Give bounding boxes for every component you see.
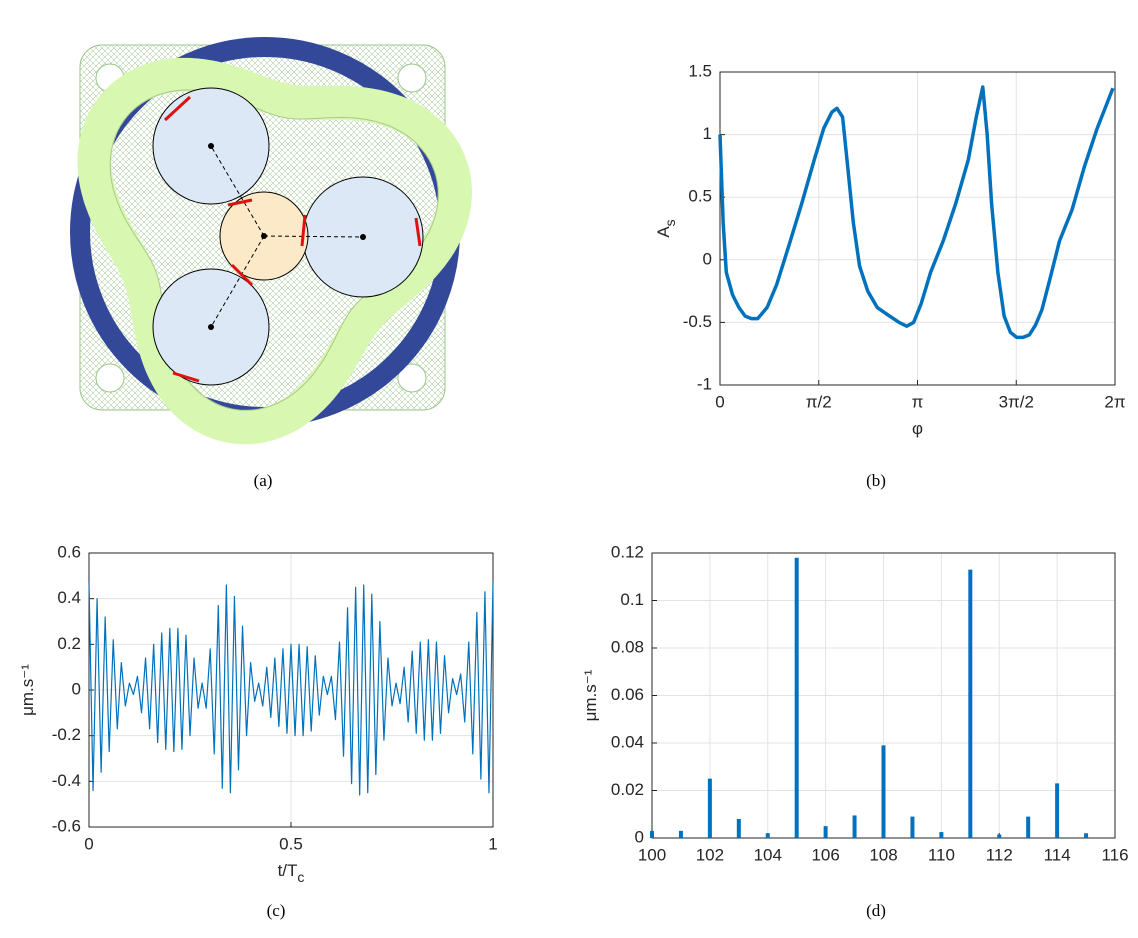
y-tick-label: 0.6 <box>57 542 81 561</box>
y-tick-label: -0.2 <box>52 725 81 744</box>
x-tick-label: 2π <box>1104 392 1125 411</box>
x-tick-label: π <box>912 392 924 411</box>
x-tick-label: 0 <box>84 834 93 853</box>
bar <box>910 816 915 838</box>
x-tick-label: 110 <box>928 845 955 864</box>
x-tick-label: 108 <box>869 845 897 864</box>
line-series <box>88 582 494 796</box>
bar <box>707 778 712 838</box>
bar <box>1055 783 1060 838</box>
hole <box>397 363 427 393</box>
chart: -0.6 -0.4 -0.2 0 0.2 0.4 0.6 0 0.5 1 μm.s⁻¹ t/Tc (c) <box>18 542 497 919</box>
y-axis-label: μm.s⁻¹ <box>581 669 600 721</box>
y-tick-label: 0.04 <box>611 732 644 751</box>
bar <box>852 815 857 838</box>
x-axis-label-main: t/T <box>278 861 298 880</box>
bar <box>823 826 828 838</box>
x-tick-label: 1 <box>488 834 497 853</box>
bar <box>765 833 770 838</box>
y-tick-label: 0 <box>635 827 644 846</box>
bar <box>939 832 944 838</box>
y-tick-label: 0 <box>72 679 81 698</box>
x-tick-label: 0 <box>715 392 724 411</box>
diagram-a: (a) <box>70 37 472 490</box>
x-axis-label-sub: c <box>297 869 304 885</box>
x-tick-label: 0.5 <box>279 834 303 853</box>
x-tick-label: 114 <box>1044 845 1071 864</box>
bar <box>736 819 741 838</box>
bar <box>650 830 654 838</box>
y-tick-label: 0.4 <box>57 588 81 607</box>
y-axis-label-main: μm.s⁻¹ <box>581 669 600 721</box>
caption: (c) <box>267 901 286 920</box>
x-tick-label: 102 <box>696 845 724 864</box>
x-axis-label-main: φ <box>912 419 923 438</box>
x-tick-label: 106 <box>811 845 839 864</box>
y-tick-label: 0.5 <box>688 187 712 206</box>
y-tick-label: 0.2 <box>57 634 81 653</box>
y-tick-label: 1 <box>703 124 712 143</box>
y-tick-label: -0.5 <box>683 312 712 331</box>
bar <box>1084 833 1089 838</box>
centers <box>208 143 366 330</box>
bar <box>678 830 683 838</box>
y-tick-label: 0.08 <box>611 637 644 656</box>
hole <box>95 363 125 393</box>
x-axis-label: φ <box>912 419 923 438</box>
y-tick-label: 0.1 <box>620 590 644 609</box>
x-axis-label: t/Tc <box>278 861 305 884</box>
links <box>210 145 364 328</box>
y-tick-label: 0.12 <box>611 542 644 561</box>
plot-frame <box>719 71 1116 386</box>
caption: (a) <box>254 471 273 490</box>
y-tick-label: 0.02 <box>611 780 644 799</box>
y-tick-label: -0.4 <box>52 771 81 790</box>
wave-ring-edge <box>109 89 439 411</box>
bar <box>794 557 799 838</box>
bar <box>1026 816 1031 838</box>
caption: (b) <box>866 471 886 490</box>
x-tick-label: 104 <box>754 845 782 864</box>
y-tick-label: 0.06 <box>611 685 644 704</box>
y-tick-label: 1.5 <box>688 61 712 80</box>
plot-frame <box>88 552 494 828</box>
chart: -1 -0.5 0 0.5 1 1.5 0 π/2 π 3π/2 2π As φ (b) <box>654 61 1125 489</box>
caption: (d) <box>866 901 886 920</box>
y-tick-label: -1 <box>697 374 712 393</box>
y-axis-label-main: A <box>654 226 673 238</box>
bar <box>881 745 886 838</box>
y-axis-label: μm.s⁻¹ <box>18 664 37 716</box>
hole <box>397 63 427 93</box>
y-axis-label-sub: s <box>662 219 678 226</box>
bar <box>997 834 1002 838</box>
wave-ring <box>77 57 472 445</box>
x-tick-label: 112 <box>986 845 1013 864</box>
force-arrows <box>163 95 422 383</box>
x-tick-label: π/2 <box>806 392 832 411</box>
line-series <box>718 85 1115 340</box>
chart: 0 0.02 0.04 0.06 0.08 0.1 0.12 100 102 104 106 108 1… <box>581 542 1128 919</box>
x-tick-label: 100 <box>638 845 666 864</box>
bar <box>968 569 973 838</box>
y-axis-label: As <box>654 219 677 237</box>
x-tick-label: 116 <box>1101 845 1128 864</box>
x-tick-label: 3π/2 <box>999 392 1034 411</box>
y-tick-label: -0.6 <box>52 816 81 835</box>
y-axis-label-main: μm.s⁻¹ <box>18 664 37 716</box>
y-tick-label: 0 <box>703 249 712 268</box>
